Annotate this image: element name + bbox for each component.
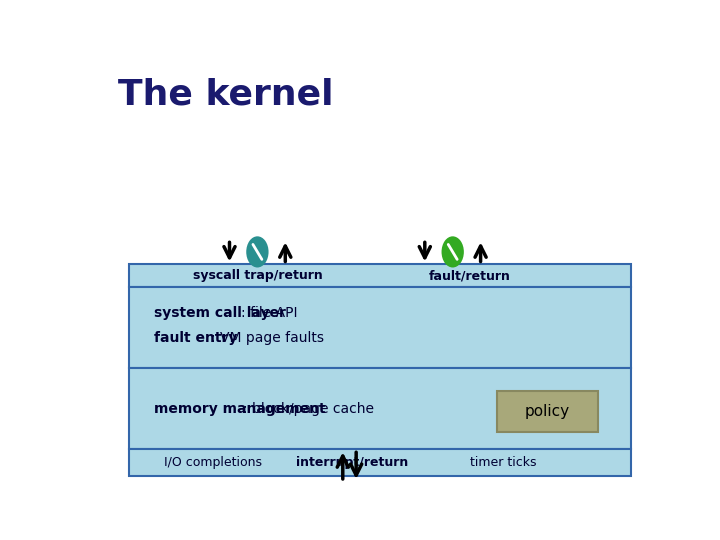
Text: : VM page faults: : VM page faults [211, 330, 323, 345]
Bar [129, 368, 631, 449]
Text: interrupt/return: interrupt/return [296, 456, 408, 469]
Text: : file API: : file API [241, 306, 298, 320]
Text: fault entry: fault entry [154, 330, 238, 345]
Bar [498, 391, 598, 431]
Text: system call layer: file API: system call layer: file API [154, 306, 328, 320]
Text: : block/page cache: : block/page cache [243, 402, 374, 416]
Text: The kernel: The kernel [118, 77, 333, 111]
Text: syscall trap/return: syscall trap/return [192, 269, 323, 282]
Text: memory management: memory management [154, 402, 325, 416]
Ellipse shape [246, 237, 269, 267]
Bar [129, 265, 631, 287]
Ellipse shape [441, 237, 464, 267]
Bar [129, 449, 631, 476]
Text: timer ticks: timer ticks [469, 456, 536, 469]
Text: system call layer: system call layer [154, 306, 286, 320]
Text: I/O completions: I/O completions [163, 456, 262, 469]
Text: fault/return: fault/return [428, 269, 510, 282]
Text: policy: policy [525, 404, 570, 419]
Bar [129, 287, 631, 368]
